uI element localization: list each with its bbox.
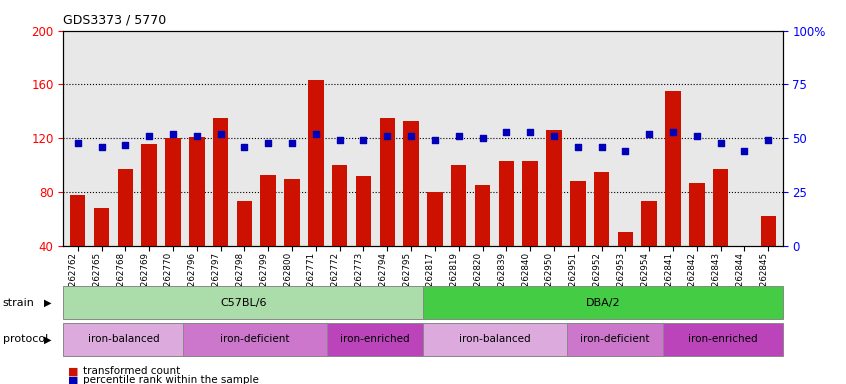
Text: iron-balanced: iron-balanced: [459, 334, 530, 344]
Point: [166, 131, 179, 137]
Bar: [618, 232, 633, 246]
Text: transformed count: transformed count: [83, 366, 180, 376]
Point: [357, 137, 371, 144]
Point: [738, 148, 751, 154]
Point: [332, 137, 346, 144]
Text: iron-enriched: iron-enriched: [688, 334, 757, 344]
Point: [285, 139, 299, 146]
Bar: [570, 181, 585, 246]
Bar: [475, 185, 491, 246]
Text: iron-enriched: iron-enriched: [340, 334, 409, 344]
Text: C57BL/6: C57BL/6: [220, 298, 266, 308]
Text: iron-balanced: iron-balanced: [88, 334, 159, 344]
Point: [571, 144, 585, 150]
Bar: [665, 91, 681, 246]
Bar: [165, 138, 181, 246]
Bar: [94, 208, 109, 246]
Bar: [118, 169, 133, 246]
Bar: [355, 176, 371, 246]
Point: [428, 137, 442, 144]
Bar: [761, 216, 776, 246]
Bar: [380, 118, 395, 246]
Bar: [547, 130, 562, 246]
Bar: [523, 161, 538, 246]
Bar: [498, 161, 514, 246]
Bar: [427, 192, 442, 246]
Text: iron-deficient: iron-deficient: [221, 334, 290, 344]
Point: [547, 133, 561, 139]
Bar: [261, 174, 276, 246]
Point: [595, 144, 608, 150]
Point: [690, 133, 704, 139]
Bar: [451, 165, 466, 246]
Point: [381, 133, 394, 139]
Bar: [713, 169, 728, 246]
Text: percentile rank within the sample: percentile rank within the sample: [83, 375, 259, 384]
Text: iron-deficient: iron-deficient: [580, 334, 650, 344]
Bar: [332, 165, 348, 246]
Point: [71, 139, 85, 146]
Bar: [70, 195, 85, 246]
Point: [618, 148, 632, 154]
Point: [238, 144, 251, 150]
Bar: [594, 172, 609, 246]
Point: [404, 133, 418, 139]
Point: [95, 144, 108, 150]
Text: ▶: ▶: [44, 334, 52, 344]
Point: [642, 131, 656, 137]
Point: [452, 133, 465, 139]
Bar: [641, 201, 657, 246]
Text: DBA/2: DBA/2: [585, 298, 620, 308]
Point: [714, 139, 728, 146]
Bar: [237, 201, 252, 246]
Text: ▶: ▶: [44, 298, 52, 308]
Text: GDS3373 / 5770: GDS3373 / 5770: [63, 14, 167, 27]
Text: ■: ■: [68, 366, 78, 376]
Point: [118, 142, 132, 148]
Bar: [308, 81, 323, 246]
Point: [761, 137, 775, 144]
Point: [142, 133, 156, 139]
Point: [214, 131, 228, 137]
Point: [475, 135, 489, 141]
Point: [261, 139, 275, 146]
Point: [667, 129, 680, 135]
Bar: [689, 183, 705, 246]
Bar: [141, 144, 157, 246]
Text: strain: strain: [3, 298, 35, 308]
Bar: [404, 121, 419, 246]
Text: protocol: protocol: [3, 334, 47, 344]
Point: [524, 129, 537, 135]
Text: ■: ■: [68, 375, 78, 384]
Bar: [284, 179, 299, 246]
Point: [500, 129, 514, 135]
Point: [190, 133, 204, 139]
Bar: [213, 118, 228, 246]
Point: [309, 131, 322, 137]
Bar: [189, 137, 205, 246]
